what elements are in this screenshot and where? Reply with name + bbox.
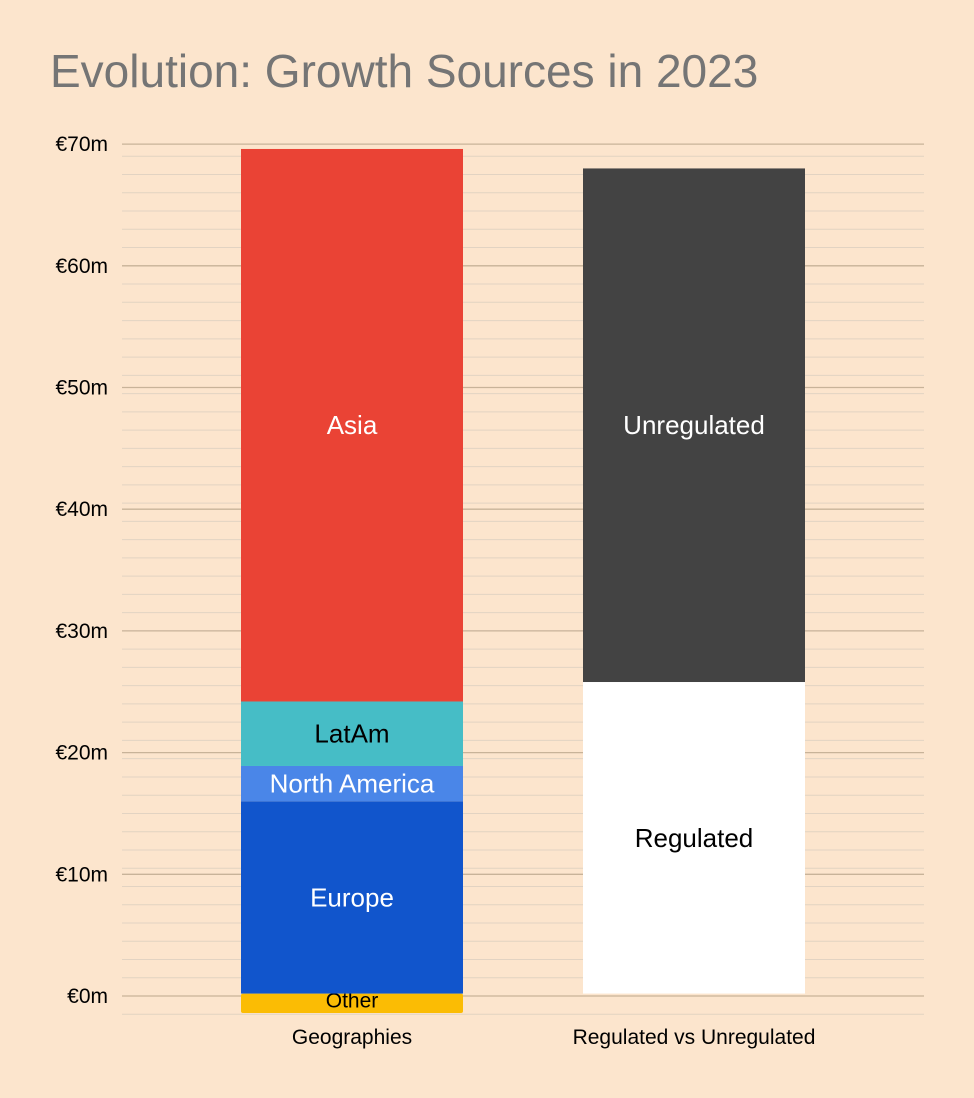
x-category-label: Geographies <box>292 1026 412 1049</box>
bar-segment-asia <box>241 148 463 702</box>
bar-segment-north-america <box>241 765 463 802</box>
y-tick-label: €20m <box>55 742 108 765</box>
data-label: Asia <box>327 410 378 440</box>
bar-segment-europe <box>241 801 463 994</box>
chart-title: Evolution: Growth Sources in 2023 <box>50 45 759 97</box>
bar-segment-latam <box>241 701 463 766</box>
bar-segment-other <box>241 993 463 1014</box>
bar-segment-unregulated <box>583 168 805 683</box>
data-label: LatAm <box>314 719 389 749</box>
data-label: Unregulated <box>623 410 765 440</box>
y-tick-label: €10m <box>55 863 108 886</box>
data-label: Other <box>326 990 379 1013</box>
y-tick-label: €40m <box>55 498 108 521</box>
y-tick-label: €60m <box>55 255 108 278</box>
y-tick-label: €50m <box>55 377 108 400</box>
x-category-label: Regulated vs Unregulated <box>573 1026 816 1049</box>
data-label: North America <box>270 769 435 799</box>
y-tick-label: €0m <box>67 985 108 1008</box>
y-tick-label: €30m <box>55 620 108 643</box>
y-tick-label: €70m <box>55 133 108 156</box>
data-label: Regulated <box>635 823 754 853</box>
bar-segment-regulated <box>583 682 805 994</box>
data-label: Europe <box>310 882 394 912</box>
